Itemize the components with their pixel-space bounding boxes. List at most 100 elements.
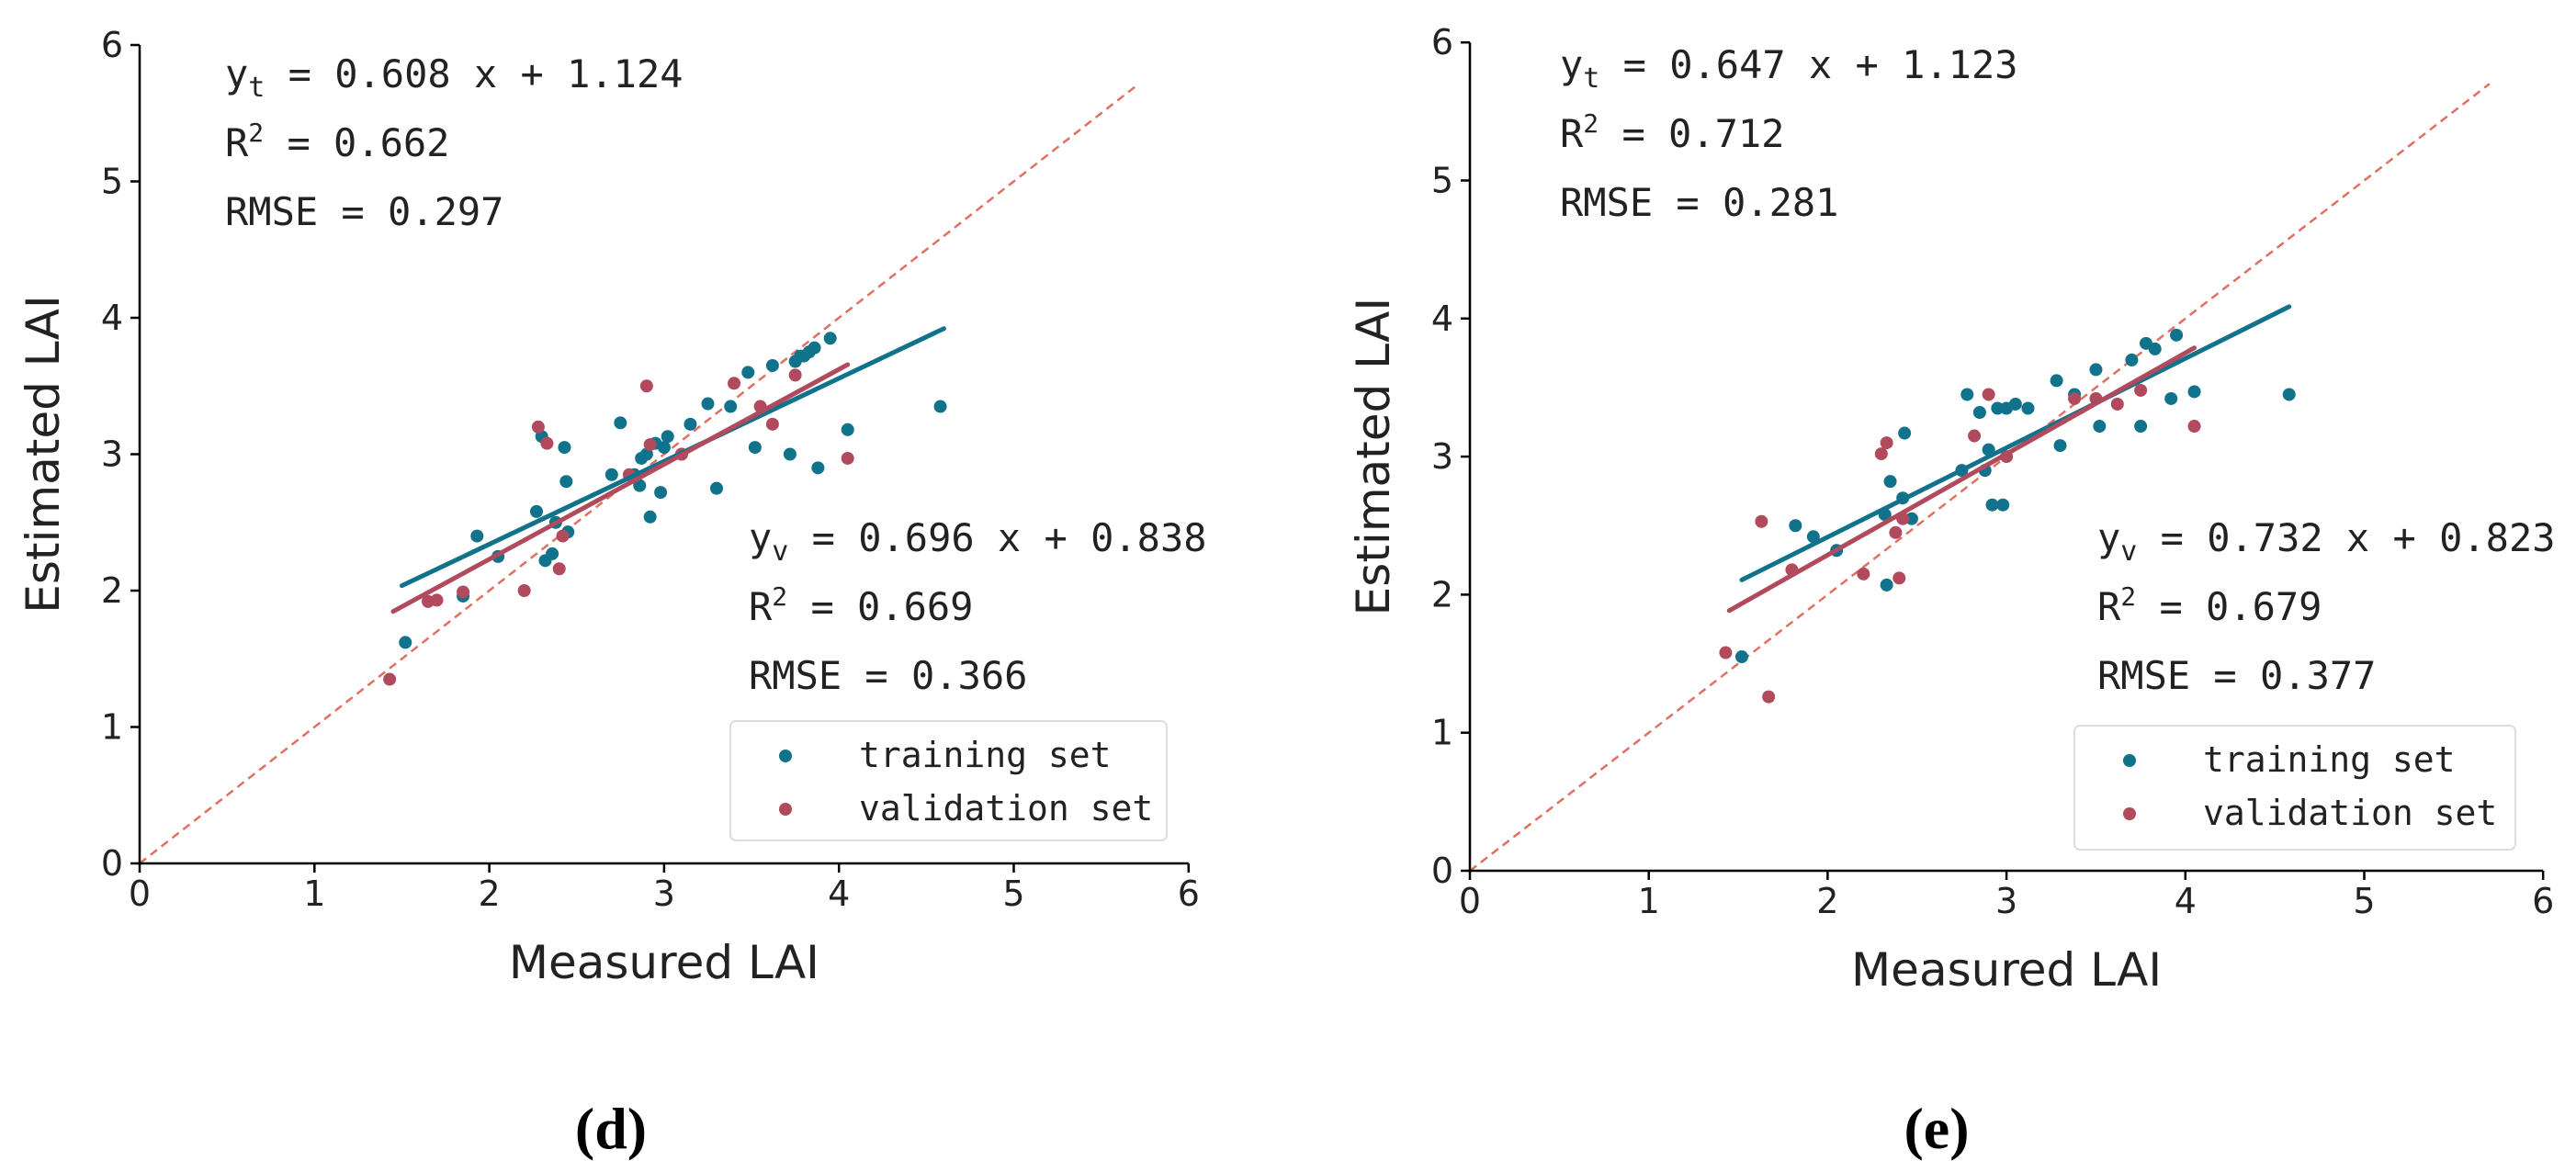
validation-point xyxy=(1719,646,1733,659)
training-point xyxy=(1883,475,1897,489)
validation-point xyxy=(728,377,741,390)
legend-label: validation set xyxy=(2203,793,2497,833)
validation-point xyxy=(517,584,531,597)
x-tick-label: 4 xyxy=(2175,881,2197,921)
training-point xyxy=(933,400,947,413)
legend-box xyxy=(729,720,1168,841)
validation-point xyxy=(540,436,554,450)
training-point xyxy=(546,547,559,560)
validation-point xyxy=(639,379,653,393)
r2-symbol: R xyxy=(1560,111,1584,156)
legend-marker xyxy=(779,803,792,816)
training-point xyxy=(2164,391,2178,405)
y-tick-label: 0 xyxy=(101,843,123,884)
validation-point xyxy=(2134,383,2148,397)
training-point xyxy=(2089,363,2103,377)
training-point xyxy=(1806,530,1820,544)
training-point xyxy=(1904,512,1918,525)
training-r2: R2 = 0.712 xyxy=(1560,108,1784,156)
training-point xyxy=(2134,420,2148,434)
training-point xyxy=(841,423,854,436)
training-point xyxy=(529,504,543,518)
training-point xyxy=(559,475,573,489)
validation-fit-line xyxy=(1726,345,2198,614)
r2-superscript: 2 xyxy=(2120,581,2136,612)
equation-symbol: y xyxy=(749,515,772,560)
training-stats: yt = 0.647 x + 1.123 R2 = 0.712 RMSE = 0.2… xyxy=(1560,42,2018,225)
training-point xyxy=(709,481,723,495)
legend-label: training set xyxy=(859,735,1112,775)
y-tick-label: 4 xyxy=(1431,299,1453,339)
r2-superscript: 2 xyxy=(1583,108,1599,139)
training-fit-line xyxy=(1739,304,2292,582)
r2-value: = 0.669 xyxy=(787,584,973,629)
r2-value: = 0.712 xyxy=(1599,111,1784,156)
y-tick-label: 2 xyxy=(101,570,123,611)
x-axis-label: Measured LAI xyxy=(509,936,819,989)
validation-equation: yv = 0.696 x + 0.838 xyxy=(749,515,1207,568)
training-point xyxy=(701,397,715,411)
y-tick-label: 2 xyxy=(1431,574,1453,614)
validation-stats: yv = 0.696 x + 0.838 R2 = 0.669 RMSE = 0.3… xyxy=(749,515,1207,698)
x-tick-label: 2 xyxy=(1816,881,1838,921)
validation-point xyxy=(1762,690,1776,704)
y-tick-label: 6 xyxy=(101,25,123,65)
training-point xyxy=(1880,578,1893,592)
chart-panel-e: 0 1 2 3 4 5 6 0 1 2 3 4 5 6 Measured LAI Estimated LAI y… xyxy=(1347,22,2556,1161)
training-point xyxy=(654,486,668,500)
equation-subscript: t xyxy=(248,72,265,104)
r2-superscript: 2 xyxy=(248,118,264,148)
validation-point xyxy=(2110,397,2124,411)
x-tick-label: 3 xyxy=(653,874,675,914)
r2-symbol: R xyxy=(225,120,249,165)
training-point xyxy=(2053,439,2067,453)
x-tick-label: 6 xyxy=(2532,881,2554,921)
training-point xyxy=(2170,328,2184,342)
training-point xyxy=(783,447,797,461)
equation-symbol: y xyxy=(1560,42,1583,87)
training-point xyxy=(724,400,738,413)
validation-equation: yv = 0.732 x + 0.823 xyxy=(2097,515,2556,568)
validation-point xyxy=(457,585,470,599)
validation-point xyxy=(2187,420,2201,434)
validation-r2: R2 = 0.669 xyxy=(749,581,973,629)
x-tick-label: 4 xyxy=(828,874,850,914)
chart-panel-d: 0 1 2 3 4 5 6 0 1 2 3 4 5 6 Measured LAI Estimated LAI y… xyxy=(17,25,1207,1161)
training-point xyxy=(633,479,647,492)
validation-rmse: RMSE = 0.377 xyxy=(2097,653,2376,698)
legend-marker xyxy=(779,750,792,762)
training-point xyxy=(1898,426,1912,440)
validation-point xyxy=(1892,571,1906,585)
panel-caption: (d) xyxy=(575,1096,647,1161)
validation-stats: yv = 0.732 x + 0.823 R2 = 0.679 RMSE = 0.3… xyxy=(2097,515,2556,698)
training-point xyxy=(657,441,671,455)
equation-rhs: = 0.732 x + 0.823 xyxy=(2137,515,2555,560)
equation-rhs: = 0.608 x + 1.124 xyxy=(265,51,683,96)
training-point xyxy=(1991,401,2005,415)
r2-symbol: R xyxy=(2097,584,2121,629)
training-point xyxy=(2008,397,2022,411)
validation-point xyxy=(765,417,779,431)
validation-point xyxy=(788,368,802,382)
y-tick-label: 3 xyxy=(1431,436,1453,477)
equation-subscript: t xyxy=(1583,62,1599,95)
x-tick-label: 3 xyxy=(1995,881,2017,921)
r2-superscript: 2 xyxy=(772,581,787,612)
x-tick-label: 0 xyxy=(1459,881,1481,921)
legend-marker xyxy=(2123,754,2136,767)
validation-point xyxy=(1874,447,1888,461)
y-tick-label: 1 xyxy=(1431,713,1453,753)
equation-subscript: v xyxy=(2120,535,2137,568)
validation-point xyxy=(1755,514,1768,528)
x-tick-label: 1 xyxy=(1638,881,1660,921)
training-r2: R2 = 0.662 xyxy=(225,118,449,165)
training-point xyxy=(1960,388,1974,401)
y-tick-label: 5 xyxy=(1431,161,1453,201)
validation-point xyxy=(643,438,657,452)
validation-point xyxy=(531,420,545,434)
x-axis-label: Measured LAI xyxy=(1851,943,2162,997)
training-rmse: RMSE = 0.297 xyxy=(225,189,503,234)
validation-point xyxy=(556,529,570,543)
x-tick-label: 5 xyxy=(1002,874,1024,914)
